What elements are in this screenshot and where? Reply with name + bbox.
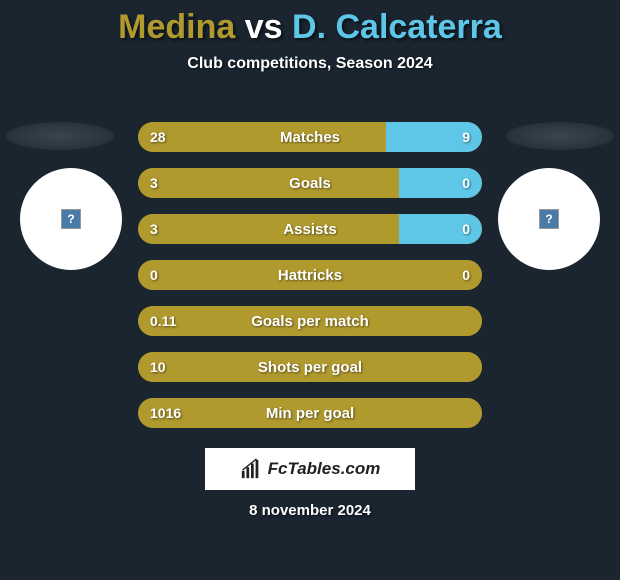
stat-label: Hattricks xyxy=(138,260,482,290)
player2-shadow xyxy=(506,122,614,150)
stat-label: Goals per match xyxy=(138,306,482,336)
vs-text: vs xyxy=(245,8,283,46)
player2-name: D. Calcaterra xyxy=(292,8,502,46)
player1-avatar: ? xyxy=(20,168,122,270)
fctables-logo: FcTables.com xyxy=(205,448,415,490)
stat-label: Goals xyxy=(138,168,482,198)
stat-row: 289Matches xyxy=(138,122,482,152)
stat-row: 30Assists xyxy=(138,214,482,244)
stat-row: 10Shots per goal xyxy=(138,352,482,382)
avatar-placeholder-icon: ? xyxy=(539,209,559,229)
player1-name: Medina xyxy=(118,8,235,46)
stats-bars: 289Matches 30Goals 30Assists 00Hattricks 0.1… xyxy=(138,122,482,444)
chart-icon xyxy=(240,458,262,480)
player2-avatar: ? xyxy=(498,168,600,270)
logo-text: FcTables.com xyxy=(268,459,381,479)
stat-row: 0.11Goals per match xyxy=(138,306,482,336)
player1-shadow xyxy=(6,122,114,150)
comparison-title: Medina vs D. Calcaterra xyxy=(0,0,620,47)
stat-label: Min per goal xyxy=(138,398,482,428)
stat-row: 00Hattricks xyxy=(138,260,482,290)
subtitle: Club competitions, Season 2024 xyxy=(0,55,620,73)
date-text: 8 november 2024 xyxy=(0,502,620,519)
stat-label: Assists xyxy=(138,214,482,244)
stat-row: 1016Min per goal xyxy=(138,398,482,428)
stat-label: Shots per goal xyxy=(138,352,482,382)
stat-label: Matches xyxy=(138,122,482,152)
avatar-placeholder-icon: ? xyxy=(61,209,81,229)
stat-row: 30Goals xyxy=(138,168,482,198)
